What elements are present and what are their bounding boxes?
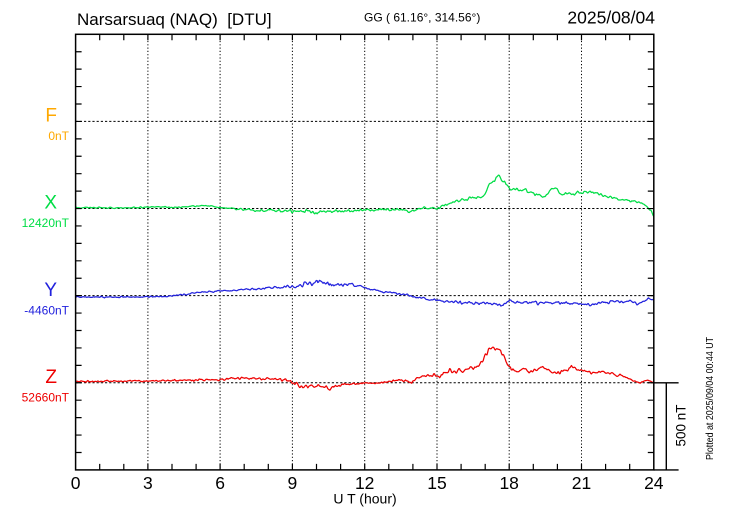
svg-text:Plotted at 2025/09/04 00:44 UT: Plotted at 2025/09/04 00:44 UT: [705, 337, 716, 460]
svg-text:X: X: [44, 193, 57, 214]
svg-text:52660nT: 52660nT: [22, 391, 70, 405]
svg-text:Narsarsuaq (NAQ) [DTU]: Narsarsuaq (NAQ) [DTU]: [77, 10, 272, 29]
svg-text:-4460nT: -4460nT: [24, 303, 69, 317]
svg-text:3: 3: [143, 473, 153, 493]
svg-text:U T (hour): U T (hour): [333, 491, 396, 507]
svg-text:15: 15: [427, 473, 446, 493]
svg-text:2025/08/04: 2025/08/04: [567, 8, 655, 28]
svg-text:6: 6: [215, 473, 225, 493]
svg-text:21: 21: [572, 473, 591, 493]
svg-text:9: 9: [288, 473, 298, 493]
svg-text:Y: Y: [44, 280, 57, 301]
svg-text:18: 18: [499, 473, 518, 493]
svg-text:12420nT: 12420nT: [22, 216, 70, 230]
svg-text:0: 0: [71, 473, 81, 493]
svg-text:Z: Z: [45, 367, 57, 388]
svg-text:GG ( 61.16°, 314.56°): GG ( 61.16°, 314.56°): [364, 11, 480, 25]
svg-text:F: F: [45, 106, 57, 127]
svg-text:0nT: 0nT: [48, 129, 69, 143]
svg-text:500 nT: 500 nT: [674, 404, 689, 446]
svg-text:24: 24: [644, 473, 664, 493]
svg-text:12: 12: [355, 473, 374, 493]
